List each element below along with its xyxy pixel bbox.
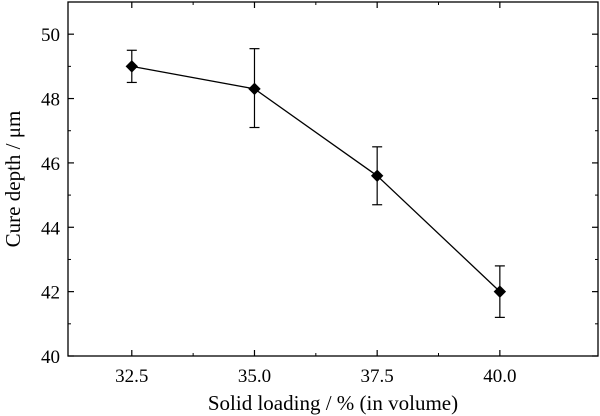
- plot-area-frame: [67, 1, 599, 357]
- x-tick-label: 32.5: [115, 366, 148, 387]
- y-tick-label: 50: [41, 25, 60, 46]
- x-axis-label: Solid loading / % (in volume): [208, 391, 458, 415]
- y-tick-label: 48: [41, 90, 60, 111]
- y-axis-label: Cure depth / μm: [1, 111, 25, 248]
- data-point-marker: [125, 60, 139, 73]
- y-tick-label: 44: [41, 218, 61, 239]
- y-tick-label: 46: [41, 154, 60, 175]
- data-point-marker: [370, 169, 384, 182]
- data-point-marker: [493, 285, 507, 298]
- data-point-marker: [248, 82, 261, 96]
- y-tick-label: 40: [41, 347, 60, 368]
- x-tick-label: 35.0: [238, 366, 271, 387]
- x-tick-label: 37.5: [361, 366, 394, 387]
- series-line: [131, 65, 501, 293]
- x-tick-label: 40.0: [483, 366, 516, 387]
- y-tick-label: 42: [41, 283, 60, 304]
